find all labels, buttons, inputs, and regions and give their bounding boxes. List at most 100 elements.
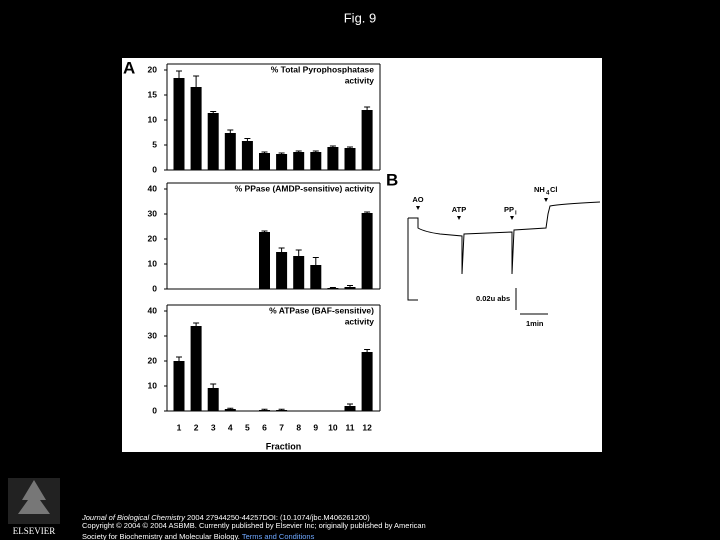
bar: [259, 410, 270, 411]
error-bar: [278, 152, 285, 154]
bar: [327, 147, 339, 170]
error-bar: [193, 322, 200, 326]
subplot-title: activity: [345, 316, 375, 326]
bar: [190, 87, 202, 170]
scale-label: 1min: [526, 319, 544, 328]
error-bar: [227, 129, 234, 133]
bar: [293, 256, 305, 289]
y-tick-label: 0: [152, 405, 157, 415]
scale-label: 0.02u abs: [476, 294, 510, 303]
error-bar: [312, 150, 319, 152]
logo: ELSEVIER: [8, 478, 60, 536]
error-bar: [329, 145, 336, 147]
y-tick-label: 20: [148, 233, 158, 243]
bar: [310, 152, 322, 170]
marker-label: 4: [546, 191, 550, 197]
error-bar: [278, 247, 285, 252]
bar: [344, 406, 356, 411]
marker-label: NH: [534, 185, 545, 194]
bar: [190, 326, 202, 411]
bar: [259, 232, 270, 289]
y-tick-label: 0: [152, 164, 157, 174]
copyright: Copyright © 2004 © 2004 ASBMB. Currently…: [82, 521, 426, 530]
subplot-title: % ATPase (BAF-sensitive): [269, 305, 374, 315]
x-tick-label: 1: [177, 422, 182, 432]
society-text: Society for Biochemistry and Molecular B…: [82, 532, 240, 540]
bar: [241, 141, 253, 170]
trace: [407, 201, 601, 315]
error-bar: [176, 70, 182, 78]
subplot-title: % PPase (AMDP-sensitive) activity: [235, 183, 375, 193]
arrows: [416, 198, 548, 220]
error-bar: [278, 408, 285, 410]
bar: [224, 133, 236, 170]
bar: [361, 352, 373, 411]
y-tick-label: 5: [152, 139, 157, 149]
error-bar: [210, 383, 217, 388]
x-axis-label: Fraction: [266, 441, 302, 451]
journal: Journal of Biological Chemistry: [82, 513, 185, 522]
marker-label: PP: [504, 205, 514, 214]
error-bar: [193, 75, 200, 87]
y-tick-label: 30: [148, 330, 158, 340]
marker-label: AO: [412, 195, 423, 204]
error-bar: [329, 287, 336, 288]
error-bar: [261, 151, 268, 153]
y-tick-label: 20: [148, 64, 158, 74]
subplot-title: % Total Pyrophosphatase: [271, 64, 375, 74]
citation: Journal of Biological Chemistry 2004 279…: [82, 513, 370, 523]
x-tick-label: 7: [279, 422, 284, 432]
error-bar: [364, 349, 371, 352]
error-bar: [347, 403, 353, 406]
bar: [173, 78, 185, 170]
x-tick-label: 11: [346, 422, 355, 432]
y-tick-label: 10: [148, 114, 158, 124]
trace-labels: AO ATP PP i NH 4 Cl 0.02u abs 1min: [412, 185, 557, 328]
x-tick-label: 5: [245, 422, 250, 432]
x-tick-label: 4: [228, 422, 233, 432]
error-bar: [244, 138, 251, 141]
bar: [344, 148, 356, 170]
bar: [207, 388, 219, 411]
citation-detail: 2004 27944250-44257DOI: (10.1074/jbc.M40…: [184, 513, 370, 522]
y-tick-label: 10: [148, 380, 158, 390]
bar: [361, 110, 373, 170]
slide-title: Fig. 9: [344, 10, 377, 25]
subplot-title: activity: [345, 75, 375, 85]
marker-label: ATP: [452, 205, 466, 214]
logo-text: ELSEVIER: [13, 526, 56, 536]
bar: [276, 252, 288, 289]
error-bar: [312, 257, 319, 265]
x-tick-label: 3: [211, 422, 216, 432]
bar: [361, 213, 373, 289]
error-bar: [347, 146, 353, 148]
bar: [276, 154, 288, 170]
error-bar: [261, 230, 268, 232]
x-tick-label: 12: [362, 422, 372, 432]
bar: [259, 153, 270, 170]
error-bar: [210, 111, 217, 113]
x-tick-label: 10: [328, 422, 338, 432]
y-tick-label: 30: [148, 208, 158, 218]
y-tick-label: 40: [148, 305, 158, 315]
terms-link[interactable]: Terms and Conditions: [241, 532, 315, 540]
y-tick-label: 15: [148, 89, 158, 99]
x-tick-label: 9: [313, 422, 318, 432]
bar: [327, 288, 339, 289]
error-bar: [364, 211, 371, 213]
panel-label: A: [123, 58, 135, 77]
error-bar: [295, 150, 302, 152]
error-bar: [227, 407, 234, 409]
marker-label: Cl: [550, 185, 558, 194]
error-bar: [295, 249, 302, 256]
x-tick-label: 6: [262, 422, 267, 432]
x-tick-label: 2: [194, 422, 199, 432]
society: Society for Biochemistry and Molecular B…: [82, 532, 314, 540]
error-bar: [364, 106, 371, 110]
bar: [276, 410, 288, 411]
bar: [293, 152, 305, 170]
bar: [344, 287, 356, 289]
error-bar: [347, 285, 353, 287]
